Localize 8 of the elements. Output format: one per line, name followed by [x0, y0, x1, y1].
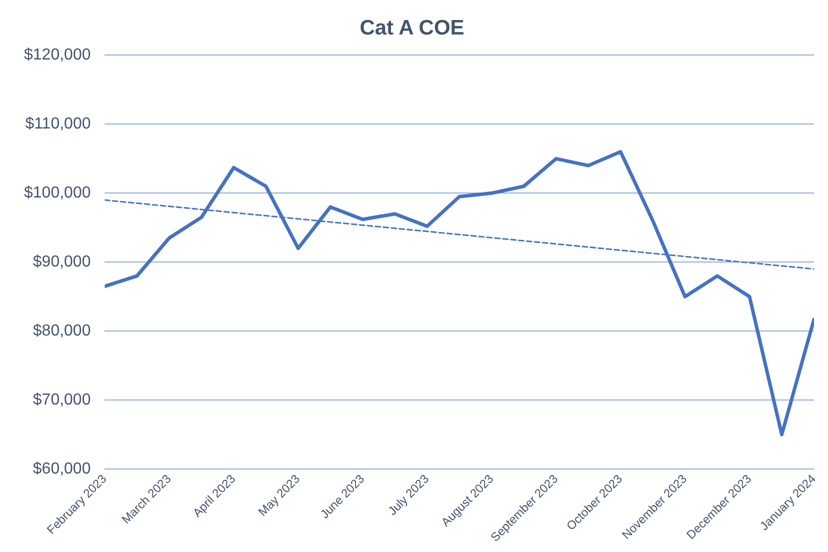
chart-title: Cat A COE: [360, 16, 464, 40]
y-tick-label: $110,000: [25, 116, 91, 133]
y-tick-label: $90,000: [32, 254, 91, 271]
y-tick-label: $120,000: [24, 46, 91, 64]
y-tick-label: $100,000: [24, 184, 91, 202]
y-tick-label: $80,000: [32, 322, 91, 340]
y-tick-label: $70,000: [32, 392, 91, 409]
y-tick-label: $60,000: [32, 460, 91, 478]
